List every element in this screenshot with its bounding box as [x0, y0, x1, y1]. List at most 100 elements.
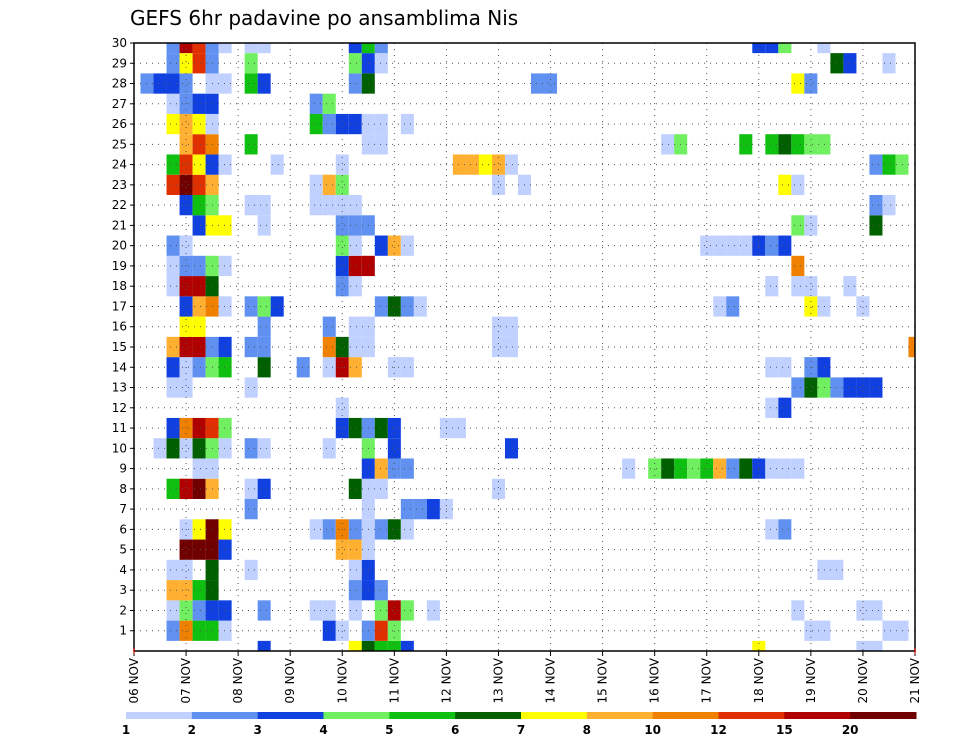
heatmap-cell [192, 580, 206, 601]
heatmap-cell [856, 640, 870, 651]
heatmap-cell [192, 620, 206, 641]
heatmap-cell [791, 215, 805, 236]
heatmap-cell [713, 296, 727, 317]
heatmap-cell [192, 43, 206, 54]
heatmap-cell [387, 640, 401, 651]
heatmap-cell [361, 43, 375, 54]
y-tick-label: 28 [112, 77, 127, 91]
heatmap-cell [765, 235, 779, 256]
heatmap-cell [531, 73, 545, 94]
heatmap-cell [374, 640, 388, 651]
heatmap-cell [166, 43, 180, 54]
colorbar-swatch [257, 712, 324, 719]
heatmap-cell [739, 134, 753, 155]
x-tick-label: 07 NOV [179, 657, 193, 703]
heatmap-cell [166, 620, 180, 641]
heatmap-cell [491, 336, 505, 358]
heatmap-cell [179, 296, 193, 317]
heatmap-cell [335, 539, 349, 560]
heatmap-cell [869, 215, 883, 236]
heatmap-cell [244, 195, 258, 216]
heatmap-cell [348, 539, 362, 560]
heatmap-cell [309, 93, 323, 114]
heatmap-cell [387, 600, 401, 621]
heatmap-cell [192, 134, 206, 155]
heatmap-cell [778, 519, 792, 540]
heatmap-cell [726, 296, 740, 317]
heatmap-cell [153, 438, 167, 459]
y-tick-label: 29 [112, 56, 127, 70]
colorbar-label: 12 [710, 723, 727, 737]
heatmap-cell [348, 357, 362, 378]
y-tick-label: 30 [112, 36, 127, 50]
heatmap-cell [491, 174, 505, 195]
heatmap-cell [322, 519, 336, 540]
heatmap-cell [166, 478, 180, 499]
x-tick-label: 21 NOV [908, 657, 922, 703]
y-tick-label: 24 [112, 158, 127, 172]
y-tick-label: 13 [112, 381, 127, 395]
heatmap-cell [166, 600, 180, 621]
heatmap-cell [257, 316, 271, 337]
colorbar-label: 4 [319, 723, 327, 737]
heatmap-cell [192, 215, 206, 236]
heatmap-cell [192, 458, 206, 479]
heatmap-cell [882, 195, 896, 216]
y-tick-label: 27 [112, 97, 127, 111]
heatmap-cell [804, 620, 818, 641]
heatmap-cell [648, 458, 662, 479]
heatmap-cell [257, 600, 271, 621]
heatmap-cell [622, 458, 636, 479]
heatmap-cell [192, 316, 206, 337]
heatmap-cell [192, 113, 206, 135]
heatmap-cell [400, 499, 414, 520]
heatmap-cell [322, 113, 336, 135]
heatmap-cell [179, 53, 193, 74]
heatmap-cell [192, 539, 206, 560]
heatmap-cell [348, 73, 362, 94]
heatmap-cell [192, 53, 206, 74]
axes: 1234567891011121314151617181920212223242… [112, 36, 922, 704]
heatmap-cell [791, 174, 805, 195]
heatmap-cells [140, 43, 915, 651]
y-tick-label: 3 [119, 583, 127, 597]
heatmap-cell [166, 417, 180, 439]
colorbar-label: 10 [644, 723, 661, 737]
heatmap-cell [218, 438, 232, 459]
heatmap-cell [244, 134, 258, 155]
heatmap-cell [192, 255, 206, 277]
heatmap-cell [778, 458, 792, 479]
heatmap-cell [504, 154, 518, 175]
heatmap-cell [882, 53, 896, 74]
heatmap-cell [244, 499, 258, 520]
heatmap-cell [244, 377, 258, 398]
heatmap-cell [400, 113, 414, 135]
heatmap-cell [374, 519, 388, 540]
heatmap-cell [140, 73, 154, 94]
y-tick-label: 6 [119, 522, 127, 536]
colorbar-label: 1 [122, 723, 130, 737]
heatmap-cell [192, 478, 206, 499]
heatmap-cell [166, 53, 180, 74]
heatmap-cell [413, 296, 427, 317]
heatmap-cell [765, 276, 779, 297]
heatmap-cell [166, 73, 180, 94]
heatmap-cell [804, 73, 818, 94]
colorbar-swatch [850, 712, 917, 719]
heatmap-cell [257, 296, 271, 317]
heatmap-cell [218, 215, 232, 236]
heatmap-cell [843, 276, 857, 297]
y-tick-label: 14 [112, 360, 127, 374]
heatmap-cell [661, 458, 675, 479]
x-tick-label: 13 NOV [491, 657, 505, 703]
heatmap-cell [504, 438, 518, 459]
heatmap-cell [348, 255, 362, 277]
heatmap-cell [374, 134, 388, 155]
heatmap-cell [348, 600, 362, 621]
heatmap-cell [179, 134, 193, 155]
heatmap-cell [400, 357, 414, 378]
heatmap-cell [192, 276, 206, 297]
x-tick-label: 16 NOV [648, 657, 662, 703]
heatmap-cell [700, 458, 714, 479]
